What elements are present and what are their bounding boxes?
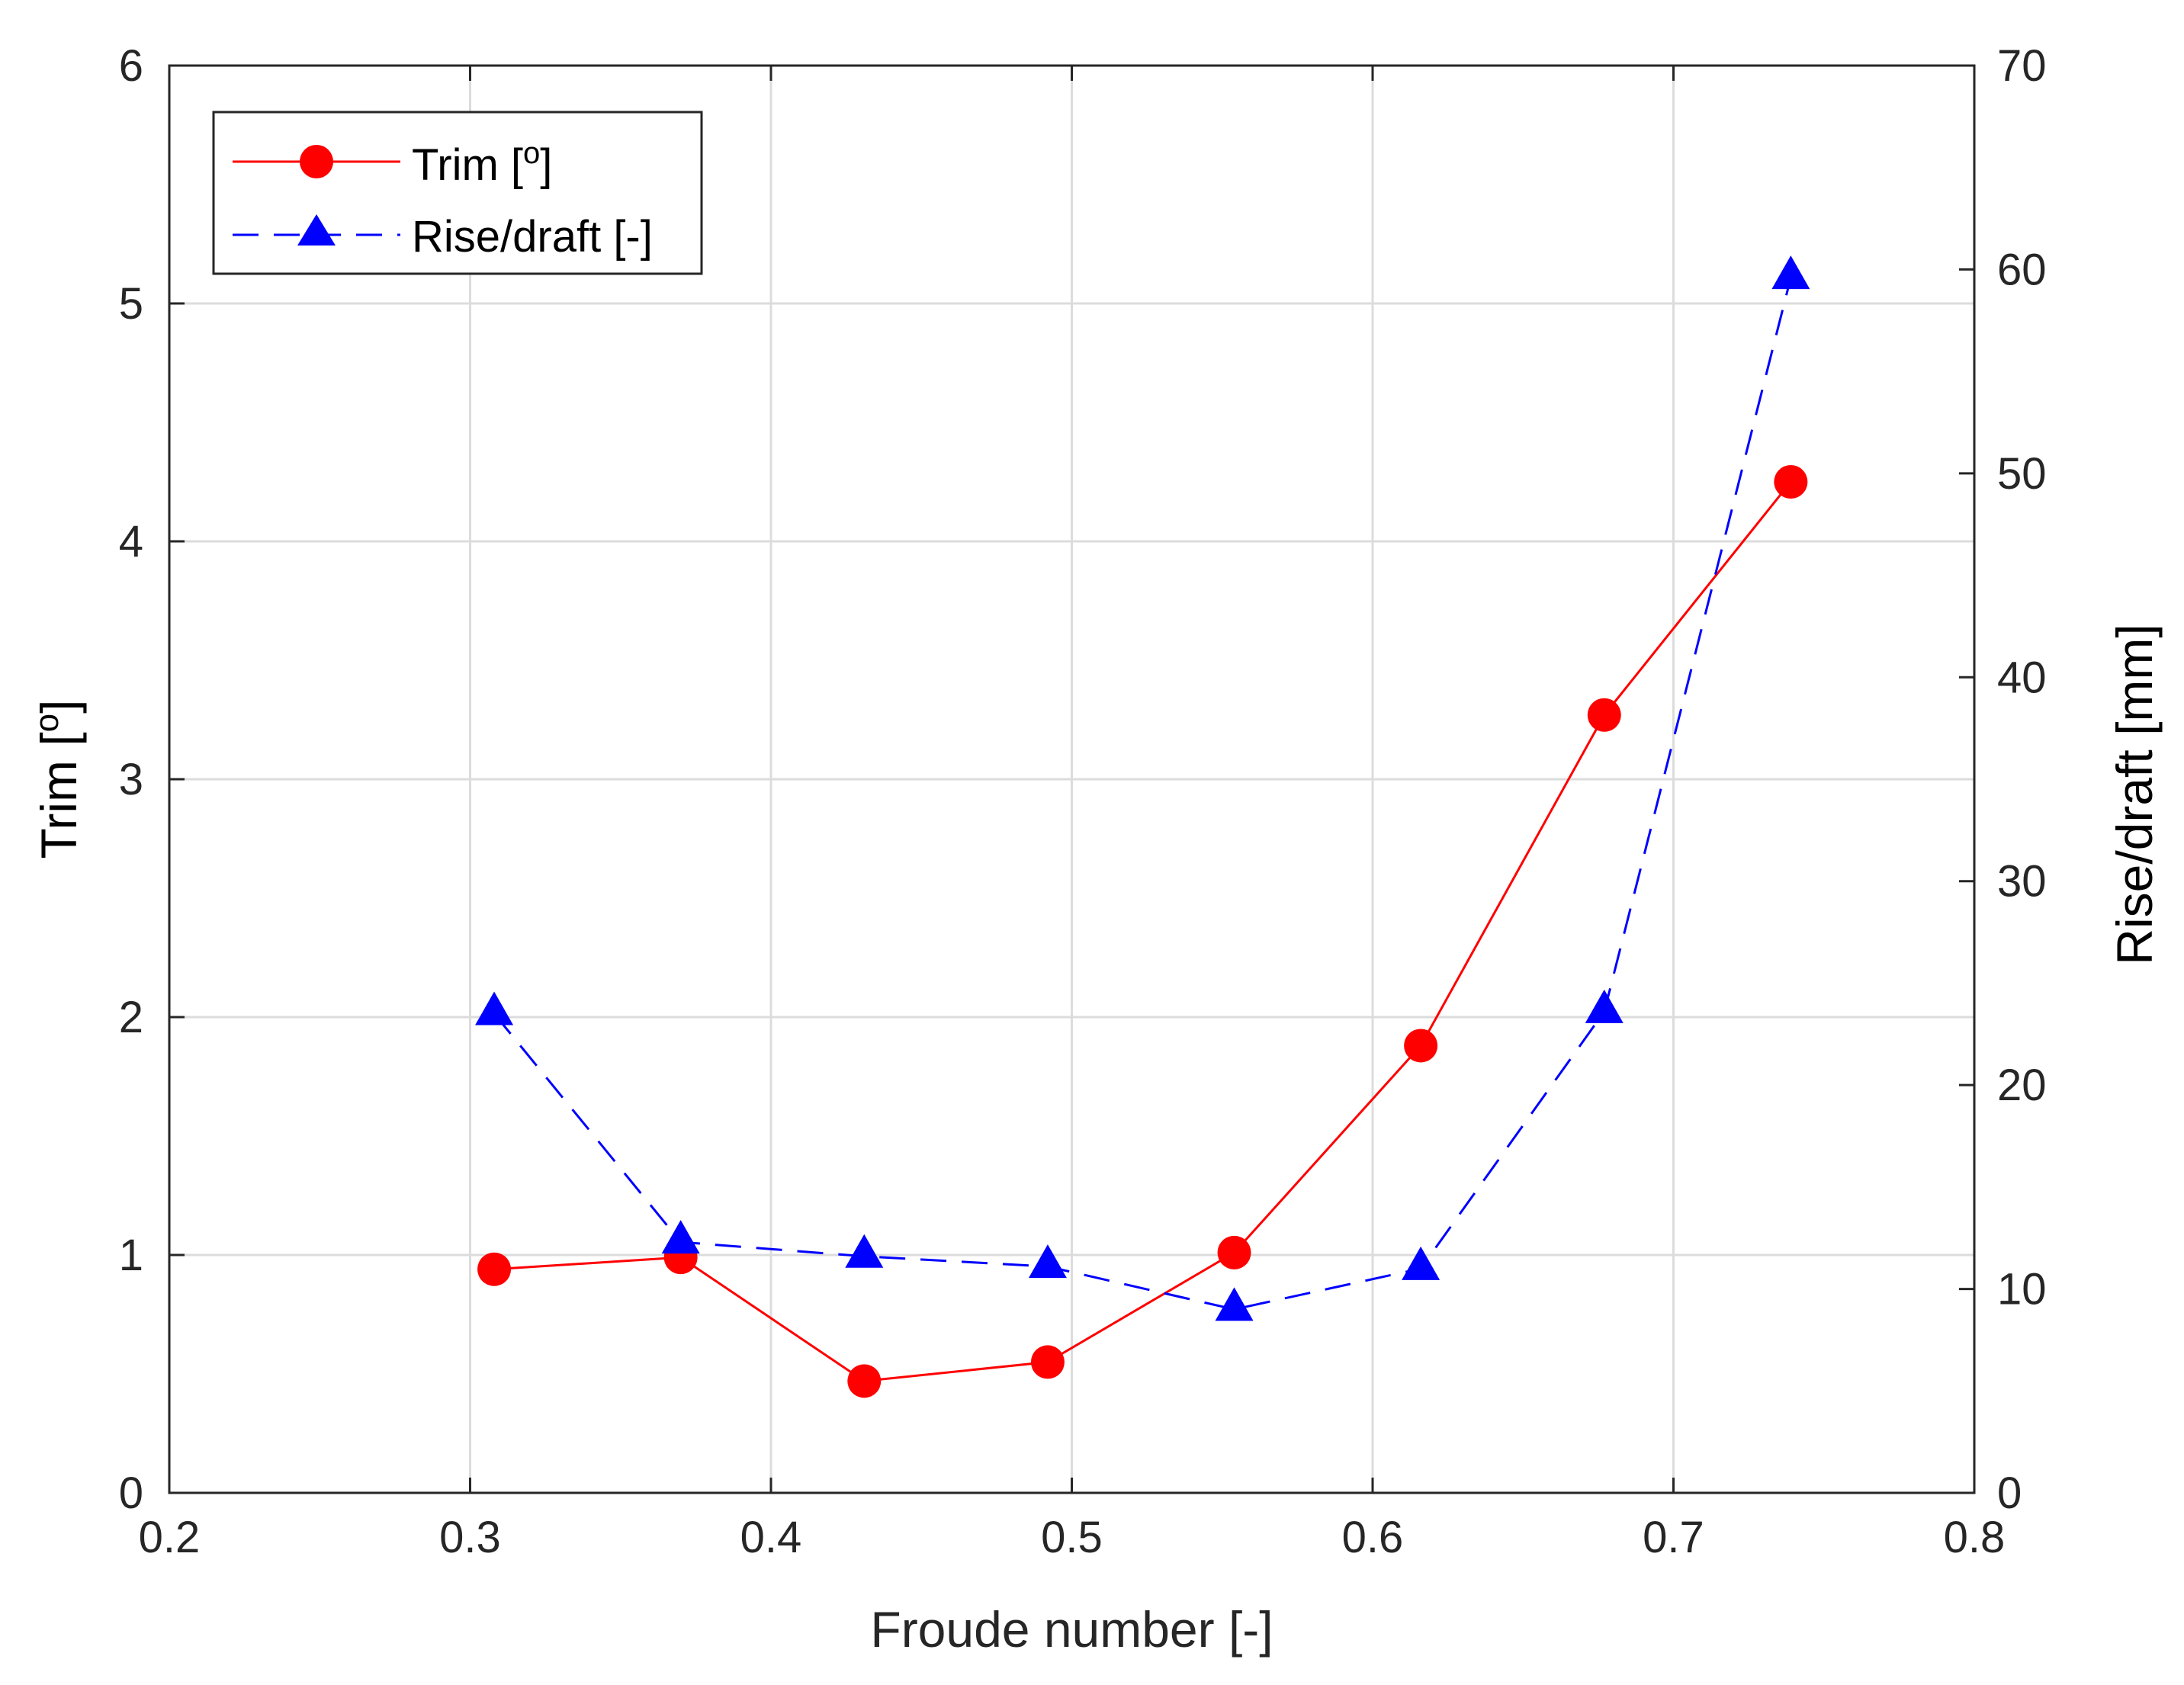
- y-right-tick-label: 0: [1997, 1468, 2022, 1518]
- axis-ticks: 0.2 0.3 0.4 0.5 0.6 0.7 0.80123456010203040506…: [119, 41, 2047, 1562]
- series-0-point: [847, 1364, 882, 1398]
- series-1-point: [1402, 1246, 1440, 1280]
- legend-rise-marker: [297, 214, 336, 246]
- series-1-point: [1028, 1244, 1067, 1279]
- x-tick-label: 0.2: [139, 1513, 201, 1562]
- series-0-point: [1217, 1235, 1251, 1269]
- series-1-point: [661, 1220, 700, 1254]
- series-0-point: [1404, 1029, 1438, 1063]
- y-right-tick-label: 50: [1997, 449, 2047, 499]
- legend-trim-label-sup: o: [523, 136, 540, 170]
- y-axis-right-label: Rise/draft [mm]: [2106, 624, 2163, 964]
- y-left-tick-label: 3: [119, 755, 143, 804]
- series-0-point: [1587, 698, 1621, 732]
- x-tick-label: 0.8: [1944, 1513, 2006, 1562]
- series-1-point: [1215, 1287, 1254, 1321]
- legend-trim-label-close: ]: [540, 140, 552, 190]
- y-left-tick-label: 0: [119, 1468, 143, 1518]
- y-right-tick-label: 20: [1997, 1061, 2047, 1110]
- x-tick-label: 0.3: [439, 1513, 501, 1562]
- x-tick-label: 0.5: [1041, 1513, 1103, 1562]
- y-left-tick-label: 2: [119, 993, 143, 1042]
- y-axis-left-label-text: Trim [: [31, 732, 87, 859]
- legend-rise-label: Rise/draft [-]: [412, 212, 653, 262]
- series-1-line: [493, 277, 1792, 1311]
- legend-box: [212, 111, 703, 275]
- legend: Trim [o] Rise/draft [-]: [212, 111, 703, 275]
- series-1-point: [1771, 255, 1810, 290]
- series-1-point: [845, 1234, 884, 1268]
- x-tick-label: 0.7: [1643, 1513, 1704, 1562]
- legend-trim-label: Trim [o]: [412, 136, 552, 190]
- series-0-point: [1774, 465, 1808, 499]
- y-right-tick-label: 40: [1997, 653, 2047, 702]
- series-0-point: [1030, 1345, 1065, 1379]
- series-1-point: [1585, 989, 1624, 1023]
- y-left-tick-label: 5: [119, 279, 143, 329]
- legend-trim-label-text: Trim [: [412, 140, 523, 190]
- y-axis-left-label-close: ]: [31, 700, 87, 714]
- y-axis-left-label-sup: o: [28, 714, 66, 732]
- y-left-tick-label: 6: [119, 41, 143, 91]
- legend-trim-marker: [300, 145, 333, 178]
- series-0-point: [477, 1252, 512, 1286]
- grid: [169, 66, 1974, 1493]
- series-1-point: [475, 991, 514, 1025]
- series-layer: [475, 255, 1810, 1398]
- y-right-tick-label: 30: [1997, 857, 2047, 907]
- x-axis-label: Froude number [-]: [870, 1601, 1273, 1658]
- x-tick-label: 0.4: [740, 1513, 802, 1562]
- y-left-tick-label: 1: [119, 1231, 143, 1280]
- y-right-tick-label: 70: [1997, 41, 2047, 91]
- y-axis-left-label: Trim [o]: [28, 700, 88, 859]
- y-left-tick-label: 4: [119, 517, 143, 566]
- y-right-tick-label: 10: [1997, 1265, 2047, 1314]
- y-right-tick-label: 60: [1997, 245, 2047, 294]
- x-tick-label: 0.6: [1342, 1513, 1404, 1562]
- series-0-line: [493, 481, 1792, 1382]
